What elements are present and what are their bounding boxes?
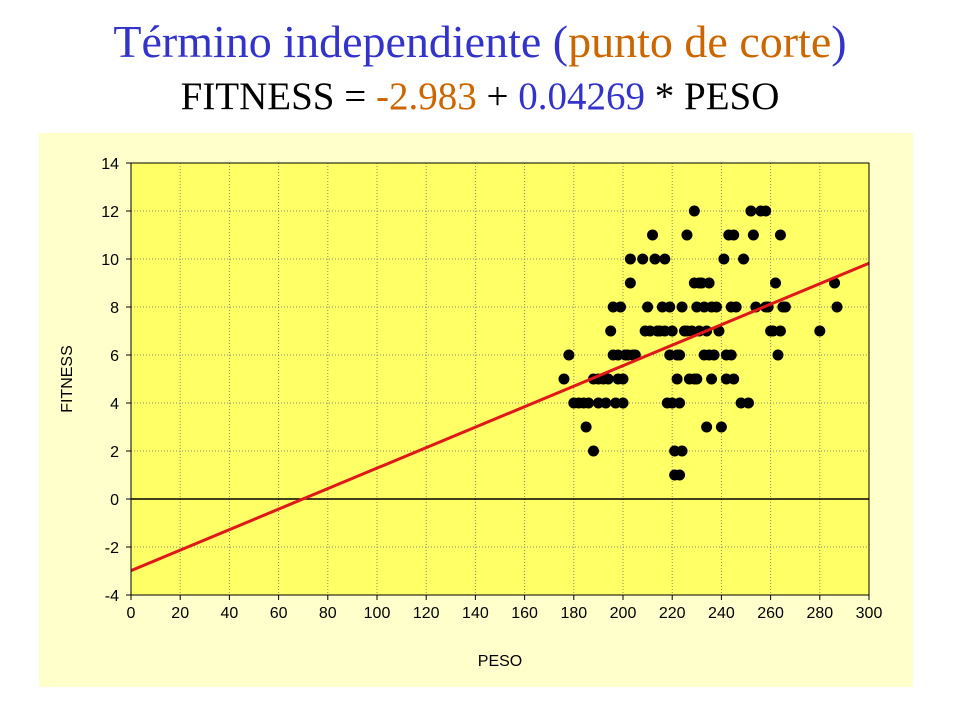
y-tick-label: 6 [110,348,119,365]
data-point [760,205,772,217]
data-point [728,229,740,241]
data-point [602,373,614,385]
x-tick-label: 280 [806,605,833,622]
data-point [728,373,740,385]
data-point [587,445,599,457]
data-point [688,205,700,217]
data-point [730,301,742,313]
x-axis-label: PESO [478,653,522,670]
data-point [703,277,715,289]
data-point [676,445,688,457]
data-point [637,253,649,265]
data-point [629,349,641,361]
equation-suffix: * PESO [645,75,780,118]
regression-line [130,261,870,572]
chart-container: 0 20 40 60 80 100 120 140 160 180 200 220 240 260 280 3… [39,133,913,692]
data-point [563,349,575,361]
y-tick-label: 10 [101,252,119,269]
title-highlight: punto de corte [568,16,832,67]
data-point [649,253,661,265]
data-point [674,469,686,481]
y-tick-label: 4 [110,396,119,413]
data-point [774,229,786,241]
x-tick-label: 20 [171,605,189,622]
slide-title: Término independiente (punto de corte) [0,14,960,70]
plot-area [131,163,869,595]
data-point [617,397,629,409]
regression-line-group [130,261,870,572]
data-point [671,373,683,385]
data-point [676,301,688,313]
data-point [624,253,636,265]
data-point [600,397,612,409]
data-point [772,349,784,361]
data-point [558,373,570,385]
data-point [664,301,676,313]
y-tick-label: 0 [110,492,119,509]
y-tick-label: -4 [105,588,119,605]
x-tick-label: 140 [462,605,489,622]
data-point [642,301,654,313]
equation-intercept: -2.983 [376,75,477,118]
data-point [708,349,720,361]
y-tick-label: 2 [110,444,119,461]
x-tick-label: 80 [319,605,337,622]
title-text-part1: Término independiente ( [113,16,569,67]
data-point [725,349,737,361]
x-tick-label: 240 [708,605,735,622]
data-point [647,229,659,241]
y-tick-label: 8 [110,300,119,317]
equation-prefix: FITNESS = [180,75,376,118]
y-tick-label: 14 [101,156,119,173]
data-point [774,325,786,337]
data-point [718,253,730,265]
data-point [580,421,592,433]
data-point [605,325,617,337]
x-tick-label: 260 [757,605,784,622]
tick-labels: 0 20 40 60 80 100 120 140 160 180 200 220 240 260 280 3… [101,156,882,622]
data-points [558,205,843,481]
data-point [674,349,686,361]
data-point [691,373,703,385]
title-text-part2: ) [831,16,847,67]
x-tick-label: 0 [127,605,136,622]
data-point [779,301,791,313]
data-point [831,301,843,313]
data-point [742,397,754,409]
x-tick-label: 120 [413,605,440,622]
data-point [738,253,750,265]
x-tick-label: 180 [560,605,587,622]
y-tick-label: -2 [105,540,119,557]
x-tick-label: 40 [221,605,239,622]
data-point [624,277,636,289]
data-point [814,325,826,337]
equation-plus: + [476,75,519,118]
data-point [615,301,627,313]
scatter-chart: 0 20 40 60 80 100 120 140 160 180 200 220 240 260 280 3… [39,133,913,687]
x-tick-label: 220 [659,605,686,622]
x-tick-label: 160 [511,605,538,622]
y-tick-label: 12 [101,204,119,221]
data-point [745,205,757,217]
data-point [770,277,782,289]
equation-slope: 0.04269 [518,75,645,118]
x-tick-label: 300 [856,605,883,622]
data-point [710,301,722,313]
data-point [715,421,727,433]
data-point [747,229,759,241]
plot-frame [130,162,870,596]
y-axis-label: FITNESS [59,345,76,413]
data-point [617,373,629,385]
data-point [583,397,595,409]
x-tick-label: 100 [364,605,391,622]
regression-equation: FITNESS = -2.983 + 0.04269 * PESO [0,72,960,122]
data-point [666,325,678,337]
data-point [701,421,713,433]
x-tick-label: 200 [610,605,637,622]
data-point [659,253,671,265]
x-tick-label: 60 [270,605,288,622]
data-point [681,229,693,241]
data-point [706,373,718,385]
data-point [674,397,686,409]
